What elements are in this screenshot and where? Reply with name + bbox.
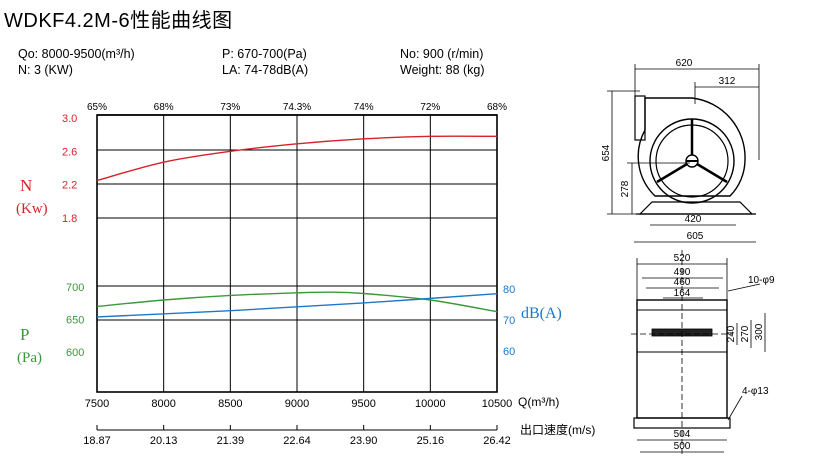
- pressure-curve: [96, 291, 498, 313]
- noise-curve: [96, 292, 498, 318]
- dim-label: 520: [674, 253, 691, 264]
- velocity-tick-label: 26.42: [483, 435, 511, 447]
- x-tick-label: 7500: [85, 398, 109, 410]
- x-axis-label: Q(m³/h): [518, 395, 560, 409]
- dim-label: 240: [726, 325, 737, 342]
- pressure-tick-label: 650: [66, 315, 84, 327]
- efficiency-tick-label: 74%: [354, 102, 374, 113]
- dim-label: 500: [674, 441, 691, 452]
- dim-label: 270: [740, 325, 751, 342]
- pressure-tick-label: 600: [66, 347, 84, 359]
- chart-curves: [96, 135, 498, 318]
- efficiency-tick-label: 72%: [420, 102, 440, 113]
- dim-label: 4-φ13: [742, 386, 769, 397]
- dim-label: 164: [674, 288, 691, 299]
- dim-label: 420: [685, 214, 702, 225]
- velocity-tick-label: 20.13: [150, 435, 178, 447]
- x-tick-label: 10000: [415, 398, 446, 410]
- spec-flow: Qo: 8000-9500(m³/h): [18, 47, 135, 61]
- spec-power: N: 3 (KW): [18, 63, 73, 77]
- spoke: [656, 162, 688, 184]
- power-curve: [96, 135, 498, 182]
- base-frame: [638, 201, 754, 215]
- dim-label: 460: [674, 277, 691, 288]
- dim-label: 490: [674, 267, 691, 278]
- pressure-axis-symbol: P: [20, 325, 30, 344]
- power-tick-label: 3.0: [62, 113, 77, 125]
- side-base: [633, 417, 731, 429]
- velocity-tick-label: 21.39: [217, 435, 245, 447]
- velocity-tick-label: 23.90: [350, 435, 378, 447]
- velocity-tick-label: 18.87: [83, 435, 111, 447]
- power-axis-symbol: N: [20, 176, 33, 195]
- x-tick-label: 9000: [285, 398, 309, 410]
- scroll-housing: [637, 97, 746, 197]
- leader-10-holes: [727, 283, 761, 292]
- dim-label: 654: [601, 144, 612, 161]
- spec-noise: LA: 74-78dB(A): [222, 63, 309, 77]
- dim-label: 300: [754, 323, 765, 340]
- efficiency-tick-label: 73%: [220, 102, 240, 113]
- spec-pressure: P: 670-700(Pa): [222, 47, 307, 61]
- dim-label: 605: [687, 231, 704, 242]
- spec-speed: No: 900 (r/min): [400, 47, 484, 61]
- noise-axis-label: dB(A): [521, 305, 562, 322]
- power-tick-label: 2.6: [62, 146, 77, 158]
- x-tick-label: 9500: [351, 398, 375, 410]
- dim-label: 504: [674, 429, 691, 440]
- efficiency-tick-label: 65%: [87, 102, 107, 113]
- pressure-axis-unit: (Pa): [17, 350, 42, 366]
- noise-tick-label: 70: [503, 315, 515, 327]
- velocity-tick-label: 25.16: [417, 435, 445, 447]
- efficiency-tick-label: 68%: [487, 102, 507, 113]
- dim-label: 620: [676, 58, 693, 69]
- velocity-tick-label: 22.64: [283, 435, 311, 447]
- power-tick-label: 2.2: [62, 180, 77, 192]
- chart-grid: [96, 114, 498, 431]
- x-tick-label: 8000: [151, 398, 175, 410]
- power-axis-unit: (Kw): [16, 201, 48, 217]
- x-tick-label: 10500: [482, 398, 513, 410]
- pressure-tick-label: 700: [66, 282, 84, 294]
- efficiency-tick-label: 68%: [154, 102, 174, 113]
- x-tick-label: 8500: [218, 398, 242, 410]
- spec-weight: Weight: 88 (kg): [400, 63, 485, 77]
- fan-front-view: [607, 64, 760, 243]
- dim-label: 10-φ9: [748, 275, 775, 286]
- fan-side-view: [631, 250, 766, 455]
- dim-label: 312: [719, 76, 736, 87]
- spoke: [696, 162, 728, 184]
- drawing-dimension-labels: 620 312 654 278 420 605 520 490 460 164 …: [601, 58, 775, 452]
- dim-label: 278: [620, 180, 631, 197]
- noise-tick-label: 80: [503, 284, 515, 296]
- velocity-axis-label: 出口速度(m/s): [520, 423, 596, 437]
- power-tick-label: 1.8: [62, 213, 77, 225]
- efficiency-tick-label: 74.3%: [283, 102, 311, 113]
- chart-ticks: 65% 68% 73% 74.3% 74% 72% 68% 7500 8000 8500 9000 9…: [62, 102, 515, 447]
- noise-tick-label: 60: [503, 346, 515, 358]
- leader-4-holes: [727, 395, 743, 421]
- page-title: WDKF4.2M-6性能曲线图: [4, 10, 233, 32]
